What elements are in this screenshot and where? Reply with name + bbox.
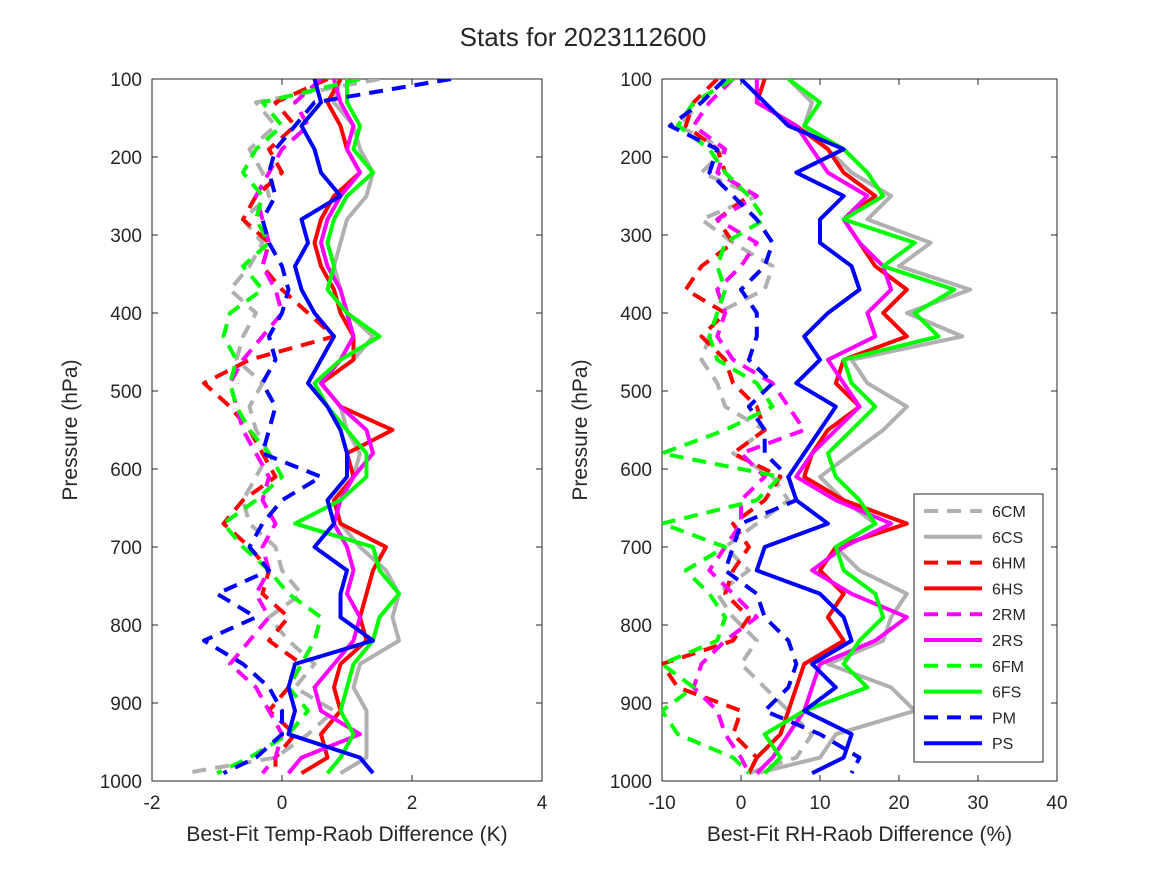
legend-label-6fs: 6FS	[992, 685, 1021, 702]
legend-label-6cm: 6CM	[992, 504, 1026, 521]
series-line-ps	[286, 79, 375, 775]
series-line-pm	[202, 79, 452, 776]
series-line-2rs	[754, 79, 909, 775]
legend-label-pm: PM	[992, 710, 1016, 727]
series-line-6hm	[662, 79, 783, 775]
y-tick-label: 600	[620, 460, 652, 481]
y-axis-label: Pressure (hPa)	[569, 359, 592, 500]
y-tick-label: 800	[620, 616, 652, 637]
y-axis-label: Pressure (hPa)	[59, 359, 82, 500]
series-line-ps	[739, 79, 862, 775]
y-tick-label: 100	[620, 70, 652, 91]
y-tick-label: 800	[110, 616, 142, 637]
legend-label-ps: PS	[992, 736, 1013, 753]
legend-label-2rs: 2RS	[992, 633, 1023, 650]
x-tick-label: 40	[1046, 793, 1067, 814]
legend: 6CM 6CS 6HM 6HS 2RM 2RS 6FM 6FS PM PS	[913, 493, 1044, 763]
series-line-6hs	[747, 79, 909, 775]
x-tick-label: -2	[144, 793, 161, 814]
series-line-6fs	[293, 79, 401, 775]
y-tick-label: 1000	[100, 772, 142, 793]
y-tick-label: 700	[620, 538, 652, 559]
x-tick-label: 0	[277, 793, 288, 814]
x-tick-label: 20	[888, 793, 909, 814]
series-line-2rm	[228, 79, 323, 775]
legend-label-2rm: 2RM	[992, 607, 1026, 624]
y-tick-label: 900	[110, 694, 142, 715]
series-line-6cm	[184, 79, 380, 776]
y-tick-label: 400	[620, 304, 652, 325]
axes-box	[661, 78, 1058, 782]
y-tick-label: 100	[110, 70, 142, 91]
x-tick-label: -10	[648, 793, 675, 814]
x-tick-label: 0	[736, 793, 747, 814]
x-axis-label: Best-Fit Temp-Raob Difference (K)	[186, 823, 507, 846]
series-line-6hs	[300, 79, 395, 775]
y-tick-label: 500	[110, 382, 142, 403]
figure-title: Stats for 2023112600	[460, 22, 707, 52]
series-line-6fs	[762, 79, 957, 775]
y-tick-label: 200	[110, 148, 142, 169]
series-line-6cs	[756, 79, 973, 776]
x-axis-label: Best-Fit RH-Raob Difference (%)	[707, 823, 1012, 846]
legend-label-6hs: 6HS	[992, 581, 1023, 598]
series-line-6hm	[202, 79, 336, 774]
series-line-pm	[667, 79, 862, 775]
legend-label-6cs: 6CS	[992, 530, 1023, 547]
y-tick-label: 600	[110, 460, 142, 481]
y-tick-label: 500	[620, 382, 652, 403]
temperature-panel: -2 0 2 4 100 200 300 400 500 600 700 800 900 1000 Best…	[59, 70, 548, 846]
y-tick-label: 200	[620, 148, 652, 169]
x-tick-label: 10	[809, 793, 830, 814]
y-tick-label: 400	[110, 304, 142, 325]
x-tick-label: 4	[537, 793, 548, 814]
y-tick-label: 1000	[610, 772, 652, 793]
rh-panel: -10 0 10 20 30 40 100 200 300 400 500 600 700 800 900 1…	[569, 70, 1068, 846]
series-line-2rm	[691, 79, 807, 775]
legend-label-6hm: 6HM	[992, 556, 1026, 573]
y-tick-label: 900	[620, 694, 652, 715]
legend-label-6fm: 6FM	[992, 659, 1024, 676]
y-tick-label: 300	[620, 226, 652, 247]
y-tick-label: 700	[110, 538, 142, 559]
legend-box	[913, 493, 1044, 763]
y-tick-label: 300	[110, 226, 142, 247]
x-tick-label: 30	[967, 793, 988, 814]
x-tick-label: 2	[407, 793, 418, 814]
